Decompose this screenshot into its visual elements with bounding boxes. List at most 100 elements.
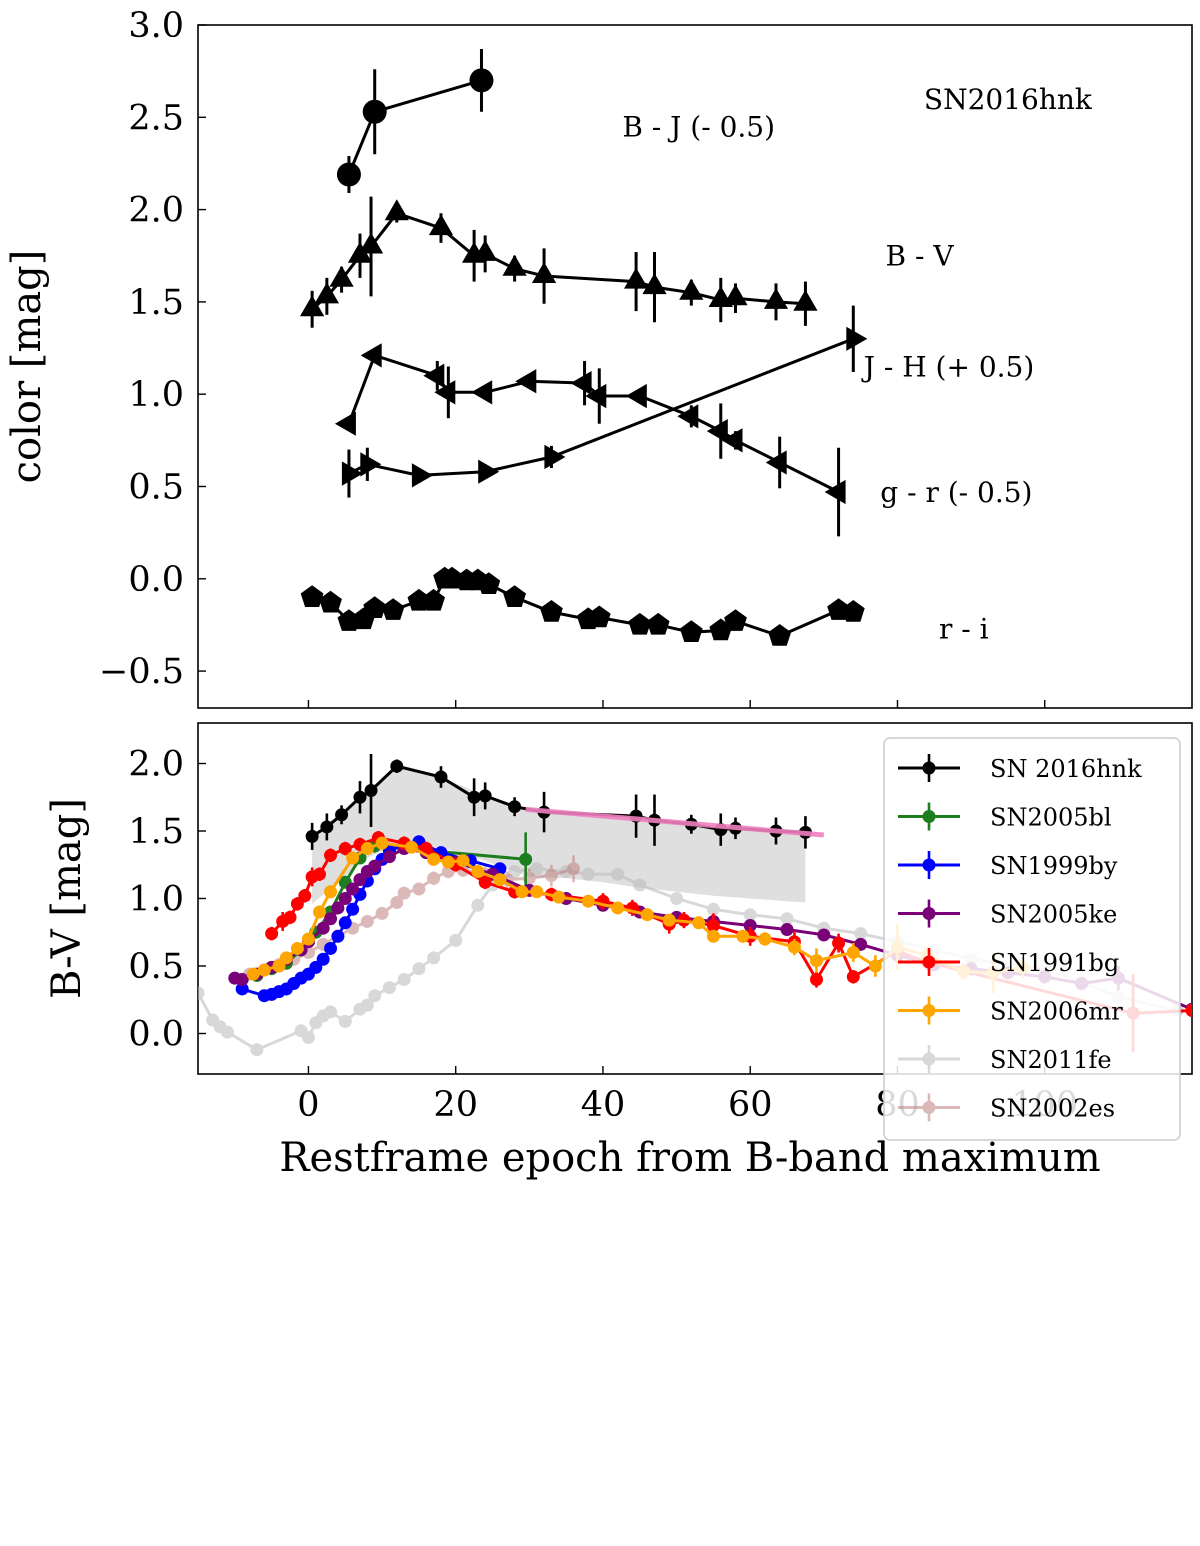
data-point bbox=[279, 951, 293, 965]
data-point bbox=[324, 912, 338, 926]
data-point bbox=[552, 890, 566, 904]
plot-area bbox=[300, 48, 868, 646]
legend-entry-sn2006mr bbox=[898, 996, 960, 1025]
legend-entry-sn-2016hnk bbox=[898, 754, 960, 782]
data-point bbox=[765, 450, 787, 475]
data-point bbox=[841, 600, 865, 622]
data-point bbox=[515, 369, 537, 394]
legend-label: SN2011fe bbox=[990, 1046, 1112, 1074]
data-point bbox=[846, 946, 860, 959]
data-point bbox=[471, 898, 485, 912]
legend-marker bbox=[922, 1101, 936, 1114]
data-point bbox=[679, 278, 704, 300]
data-point bbox=[324, 848, 338, 862]
legend-entry-sn1991bg bbox=[898, 948, 960, 976]
y-axis-label: color [mag] bbox=[4, 250, 50, 484]
legend-marker bbox=[922, 761, 936, 775]
data-point bbox=[397, 886, 411, 900]
data-point bbox=[341, 461, 363, 486]
y-tick-label: 1.5 bbox=[128, 812, 184, 852]
data-point bbox=[411, 463, 433, 488]
data-point bbox=[298, 889, 312, 903]
data-point bbox=[336, 162, 361, 187]
data-point bbox=[375, 836, 389, 850]
data-point bbox=[544, 444, 566, 470]
data-point bbox=[198, 986, 205, 1000]
data-point bbox=[324, 1005, 338, 1019]
y-tick-label: 1.0 bbox=[128, 880, 184, 920]
legend-marker bbox=[922, 810, 936, 823]
data-point bbox=[360, 998, 374, 1012]
y-tick-label: −0.5 bbox=[99, 652, 184, 692]
data-point bbox=[587, 605, 611, 628]
data-point bbox=[368, 989, 382, 1003]
legend-entry-sn2005bl bbox=[898, 802, 960, 831]
data-point bbox=[360, 452, 382, 477]
data-point bbox=[381, 598, 405, 620]
data-point bbox=[809, 973, 823, 986]
legend-entry-sn2002es bbox=[898, 1093, 960, 1122]
legend-label: SN1991bg bbox=[990, 949, 1119, 977]
data-point bbox=[646, 612, 670, 635]
data-point bbox=[360, 343, 382, 368]
data-point bbox=[250, 1043, 264, 1057]
data-point bbox=[220, 1025, 234, 1039]
data-point bbox=[360, 914, 374, 928]
data-point bbox=[493, 873, 507, 887]
y-tick-label: 1.5 bbox=[128, 283, 184, 323]
x-tick-label: 20 bbox=[433, 1085, 478, 1125]
data-point bbox=[427, 852, 441, 866]
data-point bbox=[405, 840, 419, 854]
data-point bbox=[441, 855, 455, 869]
data-point bbox=[642, 273, 667, 295]
data-point bbox=[363, 596, 387, 618]
data-point bbox=[467, 790, 481, 804]
data-point bbox=[423, 363, 445, 388]
data-point bbox=[364, 784, 378, 797]
data-point bbox=[384, 199, 409, 221]
data-point bbox=[334, 411, 356, 436]
data-point bbox=[360, 842, 374, 856]
data-point bbox=[338, 916, 352, 930]
data-point bbox=[530, 862, 544, 876]
data-point bbox=[677, 404, 699, 429]
data-point bbox=[471, 865, 485, 878]
data-point bbox=[743, 919, 757, 932]
data-point bbox=[471, 380, 493, 405]
data-point bbox=[743, 908, 757, 922]
data-point bbox=[531, 262, 557, 283]
series-b-j bbox=[336, 48, 494, 193]
data-point bbox=[763, 287, 789, 309]
data-point bbox=[780, 912, 794, 926]
color-panel: −0.5 0.0 0.5 1.0 1.5 2.0 2.5 3.0 color [mag] SN20… bbox=[4, 6, 1193, 709]
legend-label: SN2002es bbox=[990, 1095, 1115, 1123]
data-point bbox=[611, 901, 625, 915]
data-point bbox=[723, 284, 748, 306]
data-point bbox=[346, 882, 360, 896]
data-point bbox=[382, 850, 396, 864]
legend-label: SN2005ke bbox=[990, 901, 1117, 929]
data-point bbox=[428, 214, 454, 236]
series-b-v bbox=[300, 196, 818, 328]
legend-label: SN2005bl bbox=[990, 804, 1112, 832]
data-point bbox=[846, 970, 860, 984]
data-point bbox=[793, 289, 818, 311]
data-point bbox=[478, 875, 492, 889]
legend-entry-sn1999by bbox=[898, 851, 960, 879]
data-point bbox=[427, 951, 441, 965]
data-point bbox=[567, 862, 581, 876]
annotation-b-v: B - V bbox=[886, 240, 955, 273]
data-point bbox=[581, 894, 595, 908]
data-point bbox=[585, 383, 607, 409]
data-point bbox=[407, 588, 431, 611]
data-point bbox=[706, 929, 720, 943]
data-point bbox=[692, 916, 706, 930]
data-point bbox=[469, 68, 494, 93]
data-point bbox=[346, 902, 360, 916]
annotation-sn2016hnk: SN2016hnk bbox=[924, 83, 1093, 116]
bv-panel: 0204060801000.00.51.01.52.0B-V [mag]Rest… bbox=[44, 722, 1193, 1181]
data-point bbox=[353, 790, 367, 804]
data-point bbox=[427, 871, 441, 885]
data-point bbox=[824, 479, 846, 505]
data-point bbox=[390, 896, 404, 910]
